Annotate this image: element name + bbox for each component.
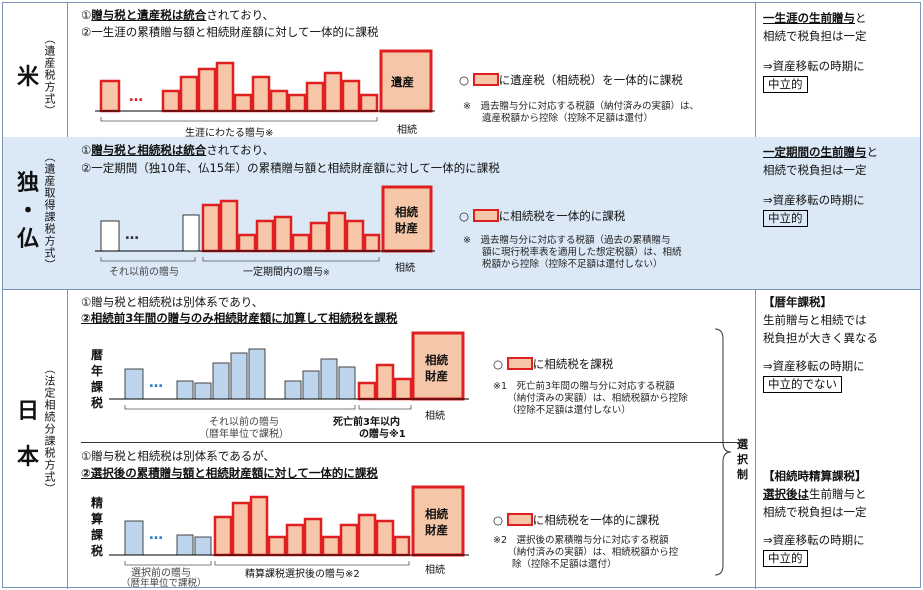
de-line2: ②一定期間（独10年、仏15年）の累積贈与額と相続財産額に対して一体的に課税: [81, 161, 500, 175]
jp-a-axis-3y2: の贈与※1: [359, 429, 406, 440]
jp-a-estate-label-1: 相続: [425, 353, 448, 367]
de-legend: ○ に相続税を一体的に課税: [459, 209, 626, 223]
us-note: ※ 過去贈与分に対応する税額（納付済みの実額）は、 遺産税額から控除（控除不足額…: [463, 101, 699, 124]
circle-icon: ○: [459, 209, 470, 223]
country-jp-2: 本: [17, 445, 40, 470]
country-de: 独: [17, 171, 40, 196]
circle-icon: ○: [459, 73, 470, 87]
de-axis-gift: 一定期間内の贈与※: [243, 267, 330, 278]
jp-b-bar-chart: …: [109, 485, 469, 566]
jp-summary-calendar: 【暦年課税】 生前贈与と相続では 税負担が大きく異なる ⇒資産移転の時期に 中立…: [763, 295, 878, 393]
jp-b-estate-label-1: 相続: [425, 507, 448, 521]
jp-b-axis-inherit: 相続: [425, 565, 445, 576]
jp-a-bar-chart: …: [109, 331, 469, 410]
jp-a-prev-bars: [124, 348, 356, 400]
us-estate-label: 遺産: [391, 75, 414, 89]
legend-swatch: [506, 357, 533, 370]
neutral-box: 中立的: [763, 550, 808, 567]
jp-b-axis-prev2: （暦年単位で課税）: [121, 578, 207, 589]
row-japan: 日 本 （法定相続分課税方式） ①贈与税と相続税は別体系であり、 ②相続前3年間…: [3, 289, 920, 589]
de-estate-label-1: 相続: [395, 205, 418, 219]
column-divider: [755, 3, 756, 589]
de-gift-bars: [201, 199, 381, 253]
jp-b-axis-prev: 選択前の贈与: [131, 568, 191, 579]
us-axis-inherit: 相続: [397, 125, 417, 136]
jp-a-estate-bar: [411, 331, 465, 401]
jp-a-axis-inherit: 相続: [425, 411, 445, 422]
us-line2: ②一生涯の累積贈与額と相続財産額に対して一体的に課税: [81, 25, 379, 39]
method-us: （遺産税方式）: [43, 33, 56, 117]
de-ellipsis: …: [125, 227, 139, 243]
us-axis-gift: 生涯にわたる贈与※: [185, 128, 274, 139]
jp-b-estate-label-2: 財産: [425, 523, 448, 537]
jp-b-line2: ②選択後の累積贈与額と相続財産額に対して一体的に課税: [81, 466, 378, 480]
de-axis-prev: それ以前の贈与: [109, 267, 179, 278]
column-divider: [67, 3, 68, 589]
selection-brace: [714, 328, 732, 576]
jp-summary-settlement: 【相続時精算課税】 選択後は生前贈与と 相続で税負担は一定 ⇒資産移転の時期に …: [763, 469, 867, 567]
jp-b-line1: ①贈与税と相続税は別体系であるが、: [81, 449, 275, 463]
jp-a-axis-3y: 死亡前3年以内: [333, 417, 400, 428]
jp-a-legend: ○ に相続税を課税: [493, 357, 614, 371]
jp-divider: [81, 442, 741, 443]
de-estate-label-2: 財産: [395, 221, 418, 235]
country-us: 米: [17, 65, 40, 90]
de-note: ※ 過去贈与分に対応する税額（過去の累積贈与 額に現行税率表を適用した想定税額）…: [463, 235, 682, 270]
selection-label: 選択制: [737, 438, 748, 481]
jp-a-axis-prev: それ以前の贈与: [209, 417, 279, 428]
us-estate-bar: [379, 49, 433, 113]
jp-a-side-label: 暦年課税: [91, 348, 105, 410]
legend-swatch: [506, 513, 533, 526]
country-jp-1: 日: [17, 399, 40, 424]
legend-swatch: [472, 73, 499, 86]
us-bar-chart: …: [95, 49, 435, 122]
jp-b-axis-gift: 精算課税選択後の贈与※2: [245, 569, 360, 580]
jp-b-note: ※2 選択後の累積贈与分に対応する税額 （納付済みの実額）は、相続税額から控 除…: [493, 535, 679, 570]
neutral-box: 中立的: [763, 76, 808, 93]
row-us: 米 （遺産税方式） ①贈与税と遺産税は統合されており、 ②一生涯の累積贈与額と相…: [3, 3, 920, 139]
not-neutral-box: 中立的でない: [763, 376, 842, 393]
jp-a-axis-prev2: （暦年単位で課税）: [199, 429, 289, 440]
jp-a-note: ※1 死亡前3年間の贈与分に対応する税額 （納付済みの実額）は、相続税額から控除…: [493, 381, 688, 416]
jp-b-ellipsis: …: [149, 527, 163, 543]
neutral-box: 中立的: [763, 210, 808, 227]
de-estate-bar: [381, 185, 433, 253]
jp-b-legend: ○ に相続税を一体的に課税: [493, 513, 660, 527]
jp-a-3y-bars: [357, 363, 413, 401]
jp-b-prev-bars: [124, 520, 212, 556]
de-bar-chart: …: [95, 185, 435, 262]
jp-a-line2: ②相続前3年間の贈与のみ相続財産額に加算して相続税を課税: [81, 311, 398, 325]
row-de-fr: 独 ・ 仏 （遺産取得課税方式） ①贈与税と相続税は統合されており、 ②一定期間…: [3, 137, 920, 289]
jp-b-estate-bar: [411, 485, 465, 557]
de-prev-bars: [100, 214, 200, 252]
jp-a-estate-label-2: 財産: [425, 369, 448, 383]
jp-a-line1: ①贈与税と相続税は別体系であり、: [81, 295, 264, 309]
us-ellipsis: …: [129, 89, 143, 105]
circle-icon: ○: [493, 357, 504, 371]
us-summary: 一生涯の生前贈与と 相続で税負担は一定 ⇒資産移転の時期に 中立的: [763, 11, 867, 93]
us-legend: ○ に遺産税（相続税）を一体的に課税: [459, 73, 683, 87]
method-jp: （法定相続分課税方式）: [43, 363, 56, 495]
circle-icon: ○: [493, 513, 504, 527]
jp-b-gift-bars: [213, 495, 411, 557]
legend-swatch: [472, 209, 499, 222]
method-de-fr: （遺産取得課税方式）: [43, 151, 56, 271]
de-summary: 一定期間の生前贈与と 相続で税負担は一定 ⇒資産移転の時期に 中立的: [763, 145, 878, 227]
jp-b-side-label: 精算課税: [91, 496, 105, 558]
country-fr: 仏: [17, 227, 40, 252]
us-line1: ①贈与税と遺産税は統合されており、: [81, 8, 275, 22]
jp-a-ellipsis: …: [149, 375, 163, 391]
row-divider: [3, 289, 920, 290]
de-axis-inherit: 相続: [395, 263, 415, 274]
de-line1: ①贈与税と相続税は統合されており、: [81, 143, 275, 157]
